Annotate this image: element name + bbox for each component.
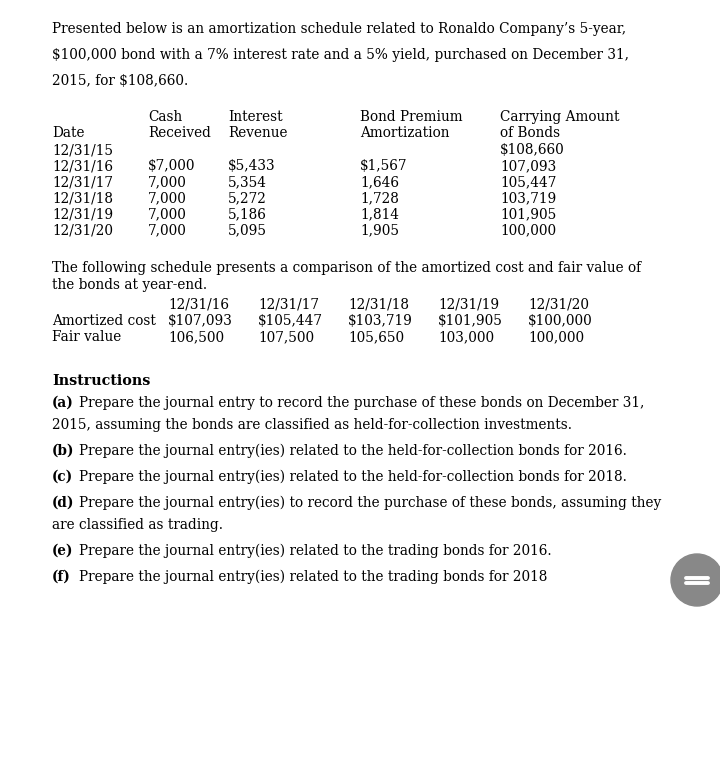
Text: 105,447: 105,447 bbox=[500, 175, 557, 189]
Text: 1,646: 1,646 bbox=[360, 175, 399, 189]
Text: 107,500: 107,500 bbox=[258, 330, 314, 344]
Text: 1,814: 1,814 bbox=[360, 207, 399, 221]
Text: 1,905: 1,905 bbox=[360, 223, 399, 237]
Text: (e): (e) bbox=[52, 544, 73, 558]
Text: of Bonds: of Bonds bbox=[500, 126, 560, 140]
Text: 12/31/17: 12/31/17 bbox=[258, 297, 319, 311]
Text: 103,000: 103,000 bbox=[438, 330, 494, 344]
Text: 100,000: 100,000 bbox=[500, 223, 556, 237]
Text: (f): (f) bbox=[52, 570, 71, 584]
Text: are classified as trading.: are classified as trading. bbox=[52, 518, 223, 532]
Text: 5,095: 5,095 bbox=[228, 223, 267, 237]
Text: Prepare the journal entry(ies) related to the held-for-collection bonds for 2016: Prepare the journal entry(ies) related t… bbox=[79, 444, 627, 458]
Text: (c): (c) bbox=[52, 470, 73, 484]
Text: 12/31/18: 12/31/18 bbox=[52, 191, 113, 205]
Text: $103,719: $103,719 bbox=[348, 314, 413, 328]
Text: $1,567: $1,567 bbox=[360, 159, 408, 173]
Text: 5,354: 5,354 bbox=[228, 175, 267, 189]
Text: 7,000: 7,000 bbox=[148, 207, 187, 221]
Text: Fair value: Fair value bbox=[52, 330, 121, 344]
Text: 103,719: 103,719 bbox=[500, 191, 557, 205]
Text: Amortization: Amortization bbox=[360, 126, 449, 140]
Text: Instructions: Instructions bbox=[52, 374, 150, 388]
Text: 12/31/17: 12/31/17 bbox=[52, 175, 113, 189]
Text: Date: Date bbox=[52, 126, 84, 140]
Text: Prepare the journal entry to record the purchase of these bonds on December 31,: Prepare the journal entry to record the … bbox=[79, 396, 644, 410]
Text: 7,000: 7,000 bbox=[148, 191, 187, 205]
Text: 12/31/20: 12/31/20 bbox=[52, 223, 113, 237]
Text: 7,000: 7,000 bbox=[148, 223, 187, 237]
Text: Prepare the journal entry(ies) related to the trading bonds for 2016.: Prepare the journal entry(ies) related t… bbox=[79, 544, 552, 559]
Text: $107,093: $107,093 bbox=[168, 314, 233, 328]
Text: Amortized cost: Amortized cost bbox=[52, 314, 156, 328]
Text: 12/31/16: 12/31/16 bbox=[168, 297, 229, 311]
Text: Prepare the journal entry(ies) to record the purchase of these bonds, assuming t: Prepare the journal entry(ies) to record… bbox=[79, 496, 661, 510]
Text: $105,447: $105,447 bbox=[258, 314, 323, 328]
Text: 12/31/18: 12/31/18 bbox=[348, 297, 409, 311]
Text: 5,186: 5,186 bbox=[228, 207, 267, 221]
Circle shape bbox=[671, 554, 720, 606]
Text: $7,000: $7,000 bbox=[148, 159, 196, 173]
Text: Presented below is an amortization schedule related to Ronaldo Company’s 5-year,: Presented below is an amortization sched… bbox=[52, 22, 626, 36]
Text: Revenue: Revenue bbox=[228, 126, 287, 140]
Text: 2015, for $108,660.: 2015, for $108,660. bbox=[52, 74, 188, 88]
Text: (d): (d) bbox=[52, 496, 74, 510]
Text: $108,660: $108,660 bbox=[500, 143, 564, 157]
Text: Interest: Interest bbox=[228, 110, 283, 124]
Text: (a): (a) bbox=[52, 396, 73, 410]
Text: 12/31/15: 12/31/15 bbox=[52, 143, 113, 157]
Text: 101,905: 101,905 bbox=[500, 207, 557, 221]
Text: $5,433: $5,433 bbox=[228, 159, 276, 173]
Text: Carrying Amount: Carrying Amount bbox=[500, 110, 619, 124]
Text: Cash: Cash bbox=[148, 110, 182, 124]
Text: $100,000: $100,000 bbox=[528, 314, 593, 328]
Text: 12/31/19: 12/31/19 bbox=[52, 207, 113, 221]
Text: 107,093: 107,093 bbox=[500, 159, 557, 173]
Text: $100,000 bond with a 7% interest rate and a 5% yield, purchased on December 31,: $100,000 bond with a 7% interest rate an… bbox=[52, 48, 629, 62]
Text: (b): (b) bbox=[52, 444, 74, 458]
Text: 1,728: 1,728 bbox=[360, 191, 399, 205]
Text: The following schedule presents a comparison of the amortized cost and fair valu: The following schedule presents a compar… bbox=[52, 261, 641, 275]
Text: 2015, assuming the bonds are classified as held-for-collection investments.: 2015, assuming the bonds are classified … bbox=[52, 418, 572, 432]
Text: Prepare the journal entry(ies) related to the trading bonds for 2018: Prepare the journal entry(ies) related t… bbox=[79, 570, 547, 584]
Text: the bonds at year-end.: the bonds at year-end. bbox=[52, 278, 207, 292]
Text: Bond Premium: Bond Premium bbox=[360, 110, 463, 124]
Text: 7,000: 7,000 bbox=[148, 175, 187, 189]
Text: 12/31/20: 12/31/20 bbox=[528, 297, 589, 311]
Text: Received: Received bbox=[148, 126, 211, 140]
Text: $101,905: $101,905 bbox=[438, 314, 503, 328]
Text: 106,500: 106,500 bbox=[168, 330, 224, 344]
Text: 12/31/19: 12/31/19 bbox=[438, 297, 499, 311]
Text: 100,000: 100,000 bbox=[528, 330, 584, 344]
Text: 105,650: 105,650 bbox=[348, 330, 404, 344]
Text: Prepare the journal entry(ies) related to the held-for-collection bonds for 2018: Prepare the journal entry(ies) related t… bbox=[79, 470, 627, 485]
Text: 5,272: 5,272 bbox=[228, 191, 267, 205]
Text: 12/31/16: 12/31/16 bbox=[52, 159, 113, 173]
